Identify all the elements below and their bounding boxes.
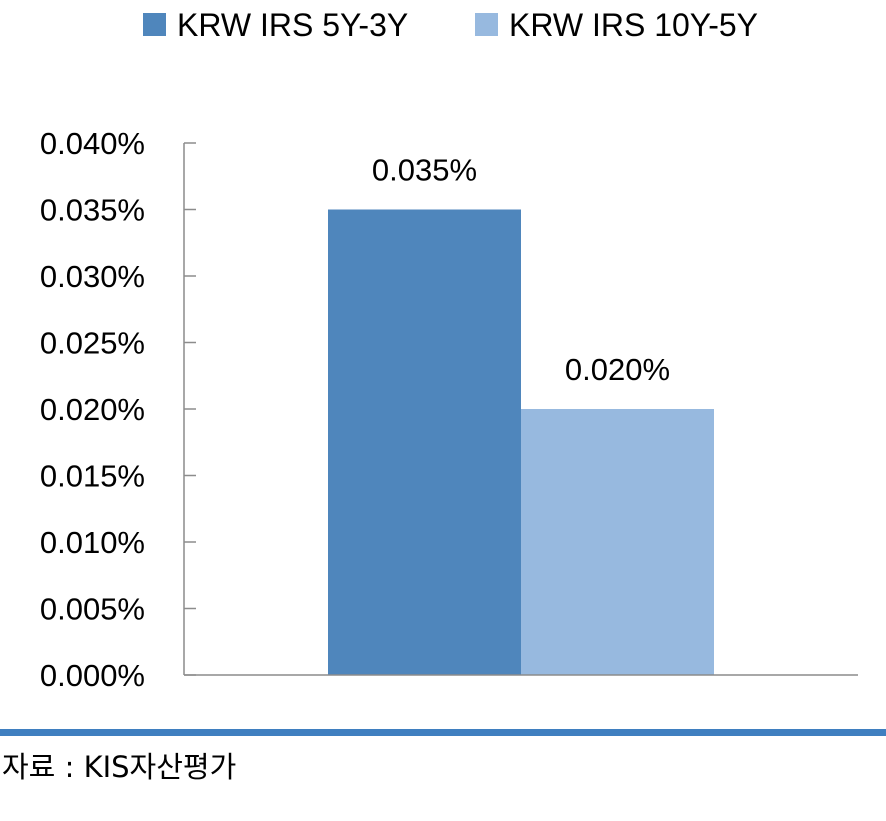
source-note: 자료 : KIS자산평가: [2, 750, 237, 784]
data-labels: 0.035% 0.020%: [372, 153, 670, 388]
bar-0: [328, 209, 521, 675]
y-tick-label: 0.000%: [40, 658, 145, 693]
source-divider: [0, 729, 886, 736]
y-tick-label: 0.025%: [40, 326, 145, 361]
y-tick-label: 0.040%: [40, 126, 145, 161]
y-tick-label: 0.005%: [40, 592, 145, 627]
legend-swatch-0: [143, 13, 166, 36]
y-tick-label: 0.020%: [40, 392, 145, 427]
legend-swatch-1: [475, 13, 498, 36]
bar-series: [328, 209, 714, 675]
bar-chart: KRW IRS 5Y-3Y KRW IRS 10Y-5Y 0.000% 0.005%…: [40, 7, 858, 693]
y-tick-label: 0.010%: [40, 525, 145, 560]
y-tick-label: 0.015%: [40, 459, 145, 494]
bar-1: [521, 409, 714, 675]
data-label-1: 0.020%: [565, 352, 670, 387]
y-axis: 0.000% 0.005% 0.010% 0.015% 0.020% 0.025% 0.03…: [40, 126, 196, 693]
y-tick-label: 0.030%: [40, 259, 145, 294]
chart-legend: KRW IRS 5Y-3Y KRW IRS 10Y-5Y: [143, 7, 758, 43]
legend-label-0: KRW IRS 5Y-3Y: [177, 7, 408, 43]
y-tick-label: 0.035%: [40, 193, 145, 228]
data-label-0: 0.035%: [372, 153, 477, 188]
legend-label-1: KRW IRS 10Y-5Y: [509, 7, 758, 43]
